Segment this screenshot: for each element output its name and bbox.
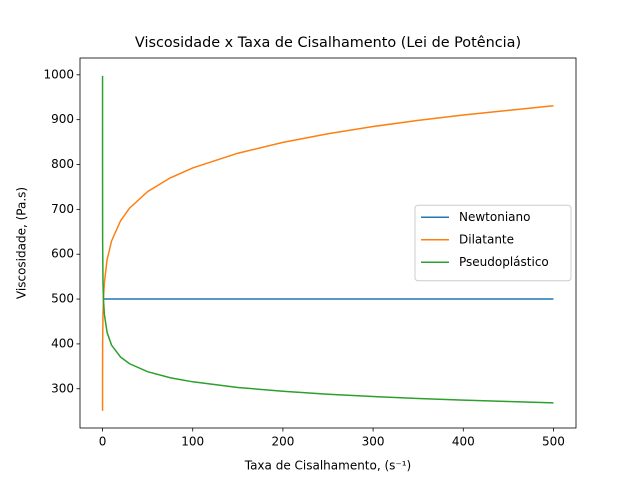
legend-box — [414, 204, 572, 282]
legend-label: Dilatante — [459, 232, 514, 246]
x-tick-label: 200 — [271, 435, 294, 449]
legend-label: Pseudoplástico — [459, 255, 549, 269]
legend: Newtoniano Dilatante Pseudoplástico — [414, 204, 572, 282]
y-tick-label: 500 — [51, 292, 74, 306]
x-axis-label: Taxa de Cisalhamento, (s⁻¹) — [244, 459, 412, 473]
x-tick-label: 100 — [181, 435, 204, 449]
y-axis-label: Viscosidade, (Pa.s) — [15, 187, 29, 299]
y-tick-label: 1000 — [43, 67, 74, 81]
y-tick-label: 600 — [51, 247, 74, 261]
x-tick-label: 400 — [452, 435, 475, 449]
y-tick-label: 700 — [51, 202, 74, 216]
y-tick-label: 400 — [51, 336, 74, 350]
x-tick-label: 500 — [542, 435, 565, 449]
plot-frame — [79, 57, 577, 429]
x-tick-label: 0 — [99, 435, 107, 449]
x-tick-label: 300 — [362, 435, 385, 449]
series-line — [101, 75, 554, 404]
series-line — [101, 105, 554, 411]
chart-title: Viscosidade x Taxa de Cisalhamento (Lei … — [135, 35, 521, 51]
y-tick-label: 900 — [51, 112, 74, 126]
y-tick-label: 300 — [51, 381, 74, 395]
y-tick-label: 800 — [51, 157, 74, 171]
legend-label: Newtoniano — [459, 210, 530, 224]
